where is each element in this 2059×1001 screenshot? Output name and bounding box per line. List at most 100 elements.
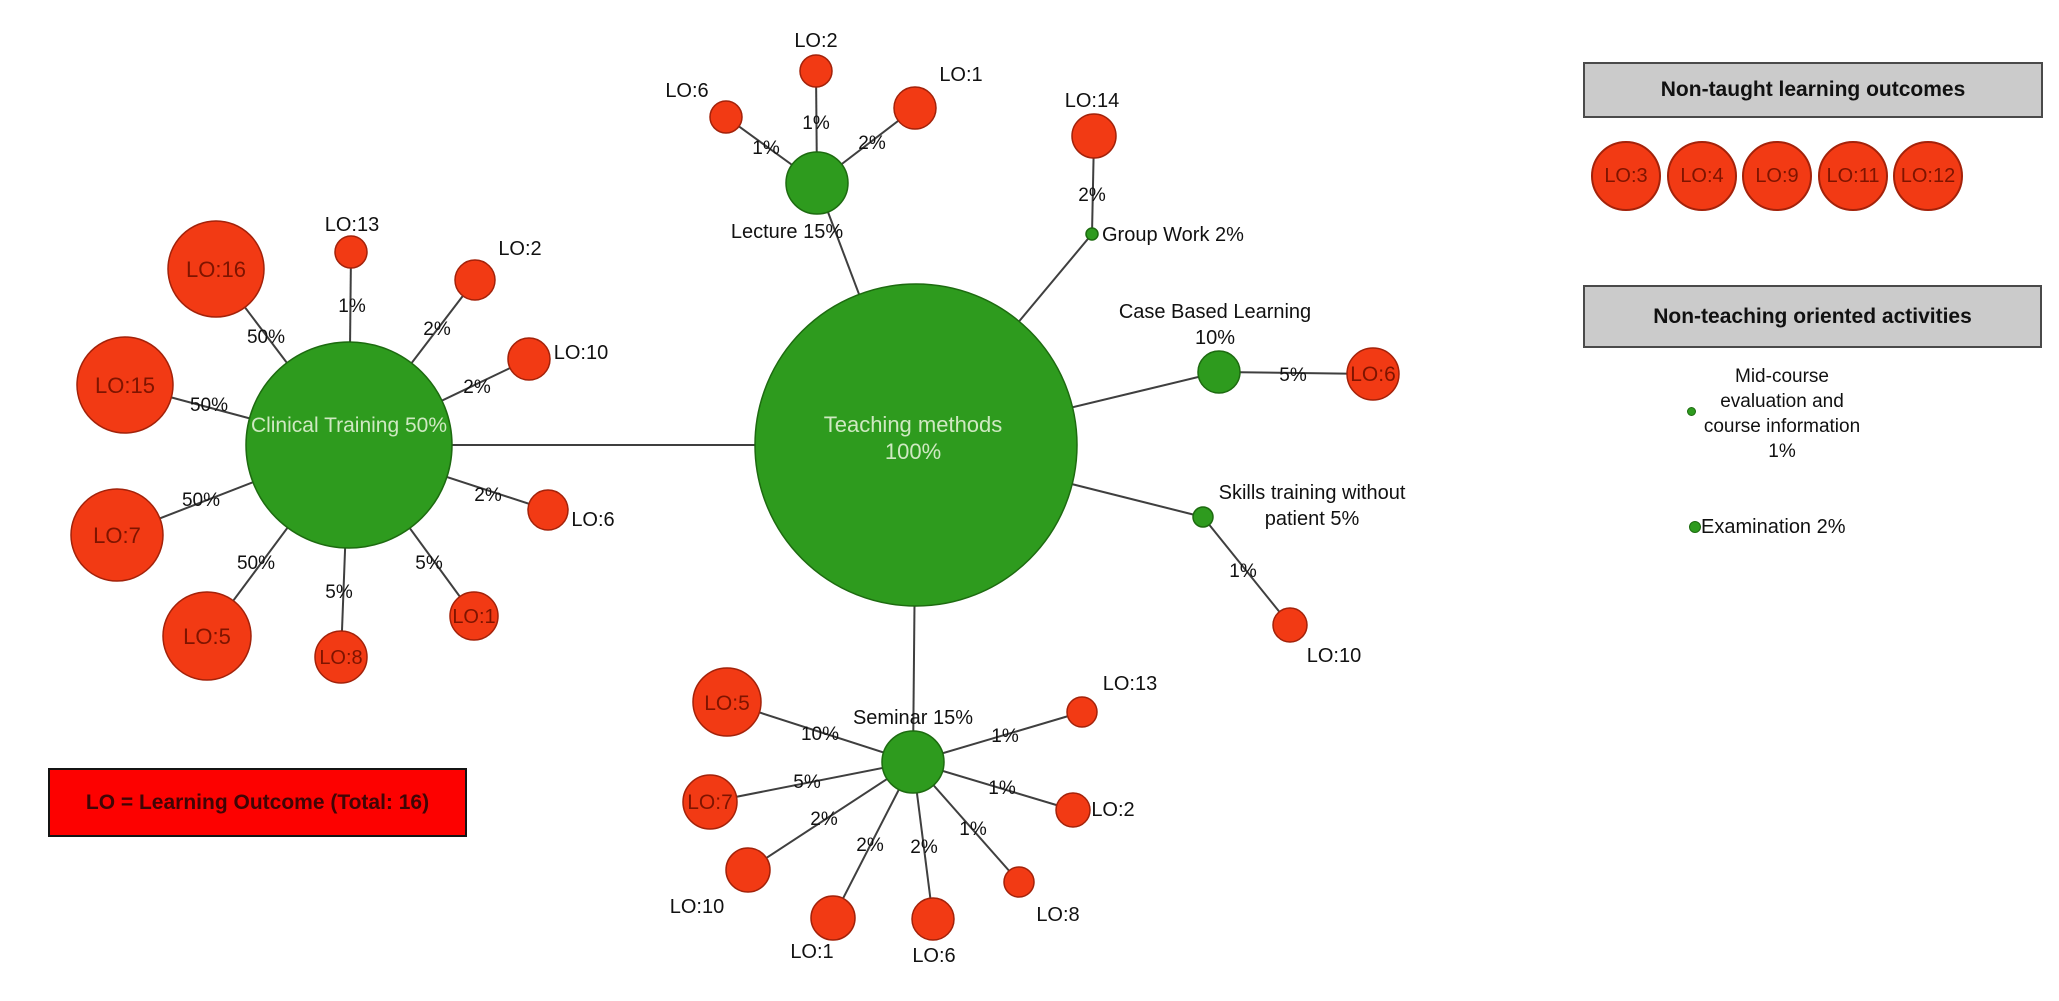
edge-label-clinical-lo7a: 50% <box>182 490 220 511</box>
node-lo6b <box>1346 347 1400 401</box>
edge-label-seminar-lo1c: 2% <box>856 835 884 856</box>
node-label-lecture: Lecture 15% <box>731 221 844 243</box>
node-lo10a <box>507 337 551 381</box>
edge-label-lecture-lo2a: 1% <box>802 113 830 134</box>
node-label-lo6b: LO:6 <box>1350 363 1396 386</box>
edge-label-seminar-lo6d: 2% <box>910 837 938 858</box>
node-label-cbl: Case Based Learning 10% <box>1119 301 1311 349</box>
legend-box: LO = Learning Outcome (Total: 16) <box>48 768 467 837</box>
node-label-lo2b: LO:2 <box>498 238 541 260</box>
node-label-lo5b: LO:5 <box>704 692 750 715</box>
mid-course-item: Mid-course evaluation and course informa… <box>1703 366 1861 462</box>
examination-dot-icon <box>1689 521 1701 533</box>
node-label-lo6a: LO:6 <box>665 80 708 102</box>
node-lo2c <box>1055 792 1091 828</box>
lo-label: LO:12 <box>1900 164 1956 187</box>
lo-label: LO:4 <box>1680 164 1724 187</box>
edge-label-cbl-lo6b: 5% <box>1279 365 1307 386</box>
node-label-lo2a: LO:2 <box>794 30 837 52</box>
node-label-lo14: LO:14 <box>1065 90 1119 112</box>
node-lo6a <box>709 100 743 134</box>
non-teaching-title: Non-teaching oriented activities <box>1653 304 1972 328</box>
node-lo15 <box>76 336 174 434</box>
node-skills <box>1192 506 1214 528</box>
edge-label-seminar-lo2c: 1% <box>988 778 1016 799</box>
edge-seminar-lo7b <box>709 761 914 803</box>
node-label-lo13a: LO:13 <box>325 214 379 236</box>
node-lo7a <box>70 488 164 582</box>
node-label-lo8a: LO:8 <box>319 647 362 669</box>
node-label-lo7b: LO:7 <box>687 791 733 814</box>
node-label-groupwork: Group Work 2% <box>1102 224 1244 246</box>
lo-label: LO:9 <box>1755 164 1799 187</box>
edge-label-clinical-lo8a: 5% <box>325 582 353 603</box>
edge-label-clinical-lo2b: 2% <box>423 319 451 340</box>
node-lo6c <box>527 489 569 531</box>
node-label-lo6c: LO:6 <box>571 509 614 531</box>
node-label-lo1c: LO:1 <box>790 941 833 963</box>
node-label-lo8b: LO:8 <box>1036 904 1079 926</box>
edge-label-skills-lo10c: 1% <box>1229 561 1257 582</box>
edge-label-seminar-lo13b: 1% <box>991 726 1019 747</box>
non-teaching-header: Non-teaching oriented activities <box>1583 285 2042 348</box>
node-label-seminar: Seminar 15% <box>853 707 973 729</box>
edge-label-clinical-lo6c: 2% <box>474 485 502 506</box>
non-taught-lo-circle: LO:3 <box>1591 141 1661 211</box>
edge-label-seminar-lo8b: 1% <box>959 819 987 840</box>
node-label-lo10a: LO:10 <box>554 342 608 364</box>
node-label-lo1b: LO:1 <box>452 606 495 628</box>
edge-label-clinical-lo10a: 2% <box>463 377 491 398</box>
legend-text: LO = Learning Outcome (Total: 16) <box>85 790 430 814</box>
node-label-lo2c: LO:2 <box>1091 799 1134 821</box>
mid-course-dot-icon <box>1687 407 1696 416</box>
non-taught-header: Non-taught learning outcomes <box>1583 62 2043 118</box>
node-lo13b <box>1066 696 1098 728</box>
non-taught-lo-circle: LO:12 <box>1893 141 1963 211</box>
edge-label-seminar-lo5b: 10% <box>801 724 839 745</box>
node-teaching <box>754 283 1078 607</box>
node-lo10b <box>725 847 771 893</box>
non-taught-lo-circle: LO:4 <box>1667 141 1737 211</box>
edge-seminar-lo10b <box>747 761 914 871</box>
node-lo6d <box>911 897 955 941</box>
node-lo5b <box>692 667 762 737</box>
non-taught-title: Non-taught learning outcomes <box>1660 78 1966 101</box>
node-lecture <box>785 151 849 215</box>
node-label-clinical: Clinical Training 50% <box>251 414 447 437</box>
node-lo2b <box>454 259 496 301</box>
node-label-lo10b: LO:10 <box>670 896 724 918</box>
edge-label-groupwork-lo14: 2% <box>1078 185 1106 206</box>
lo-label: LO:11 <box>1826 164 1880 187</box>
node-lo13a <box>334 235 368 269</box>
non-taught-lo-circle: LO:11 <box>1818 141 1888 211</box>
node-lo2a <box>799 54 833 88</box>
lo-label: LO:3 <box>1604 164 1648 187</box>
node-label-skills: Skills training without patient 5% <box>1219 482 1406 530</box>
edge-label-clinical-lo15: 50% <box>190 395 228 416</box>
node-label-lo7a: LO:7 <box>93 523 141 548</box>
node-label-teaching: Teaching methods 100% <box>824 412 1003 464</box>
node-label-lo1a: LO:1 <box>939 64 982 86</box>
node-label-lo13b: LO:13 <box>1103 673 1157 695</box>
node-label-lo6d: LO:6 <box>912 945 955 967</box>
non-taught-lo-circle: LO:9 <box>1742 141 1812 211</box>
edge-label-clinical-lo1b: 5% <box>415 553 443 574</box>
node-lo7b <box>682 774 738 830</box>
edge-label-lecture-lo6a: 1% <box>752 138 780 159</box>
node-label-lo15: LO:15 <box>95 373 155 398</box>
node-groupwork <box>1085 227 1099 241</box>
node-lo8b <box>1003 866 1035 898</box>
edge-label-clinical-lo16: 50% <box>247 327 285 348</box>
edge-label-seminar-lo10b: 2% <box>810 809 838 830</box>
node-lo14 <box>1071 113 1117 159</box>
node-lo8a <box>314 630 368 684</box>
node-lo10c <box>1272 607 1308 643</box>
edge-skills-lo10c <box>1202 516 1291 626</box>
node-lo5a <box>162 591 252 681</box>
node-lo1a <box>893 86 937 130</box>
node-lo1c <box>810 895 856 941</box>
node-lo16 <box>167 220 265 318</box>
node-clinical <box>245 341 453 549</box>
